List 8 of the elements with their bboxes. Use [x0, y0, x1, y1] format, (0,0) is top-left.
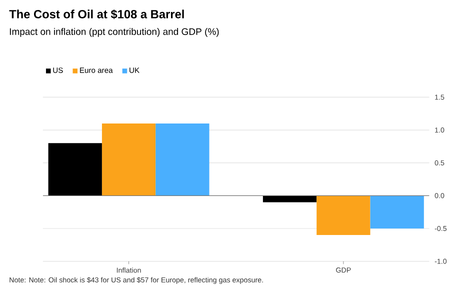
bar — [262, 196, 317, 202]
chart-subtitle: Impact on inflation (ppt contribution) and GDP (%) — [10, 28, 219, 37]
bar — [48, 143, 102, 196]
chart-title: The Cost of Oil at $108 a Barrel — [9, 9, 184, 20]
bar — [156, 123, 210, 196]
bar — [102, 123, 156, 196]
bar — [370, 196, 424, 228]
bar — [316, 196, 370, 235]
